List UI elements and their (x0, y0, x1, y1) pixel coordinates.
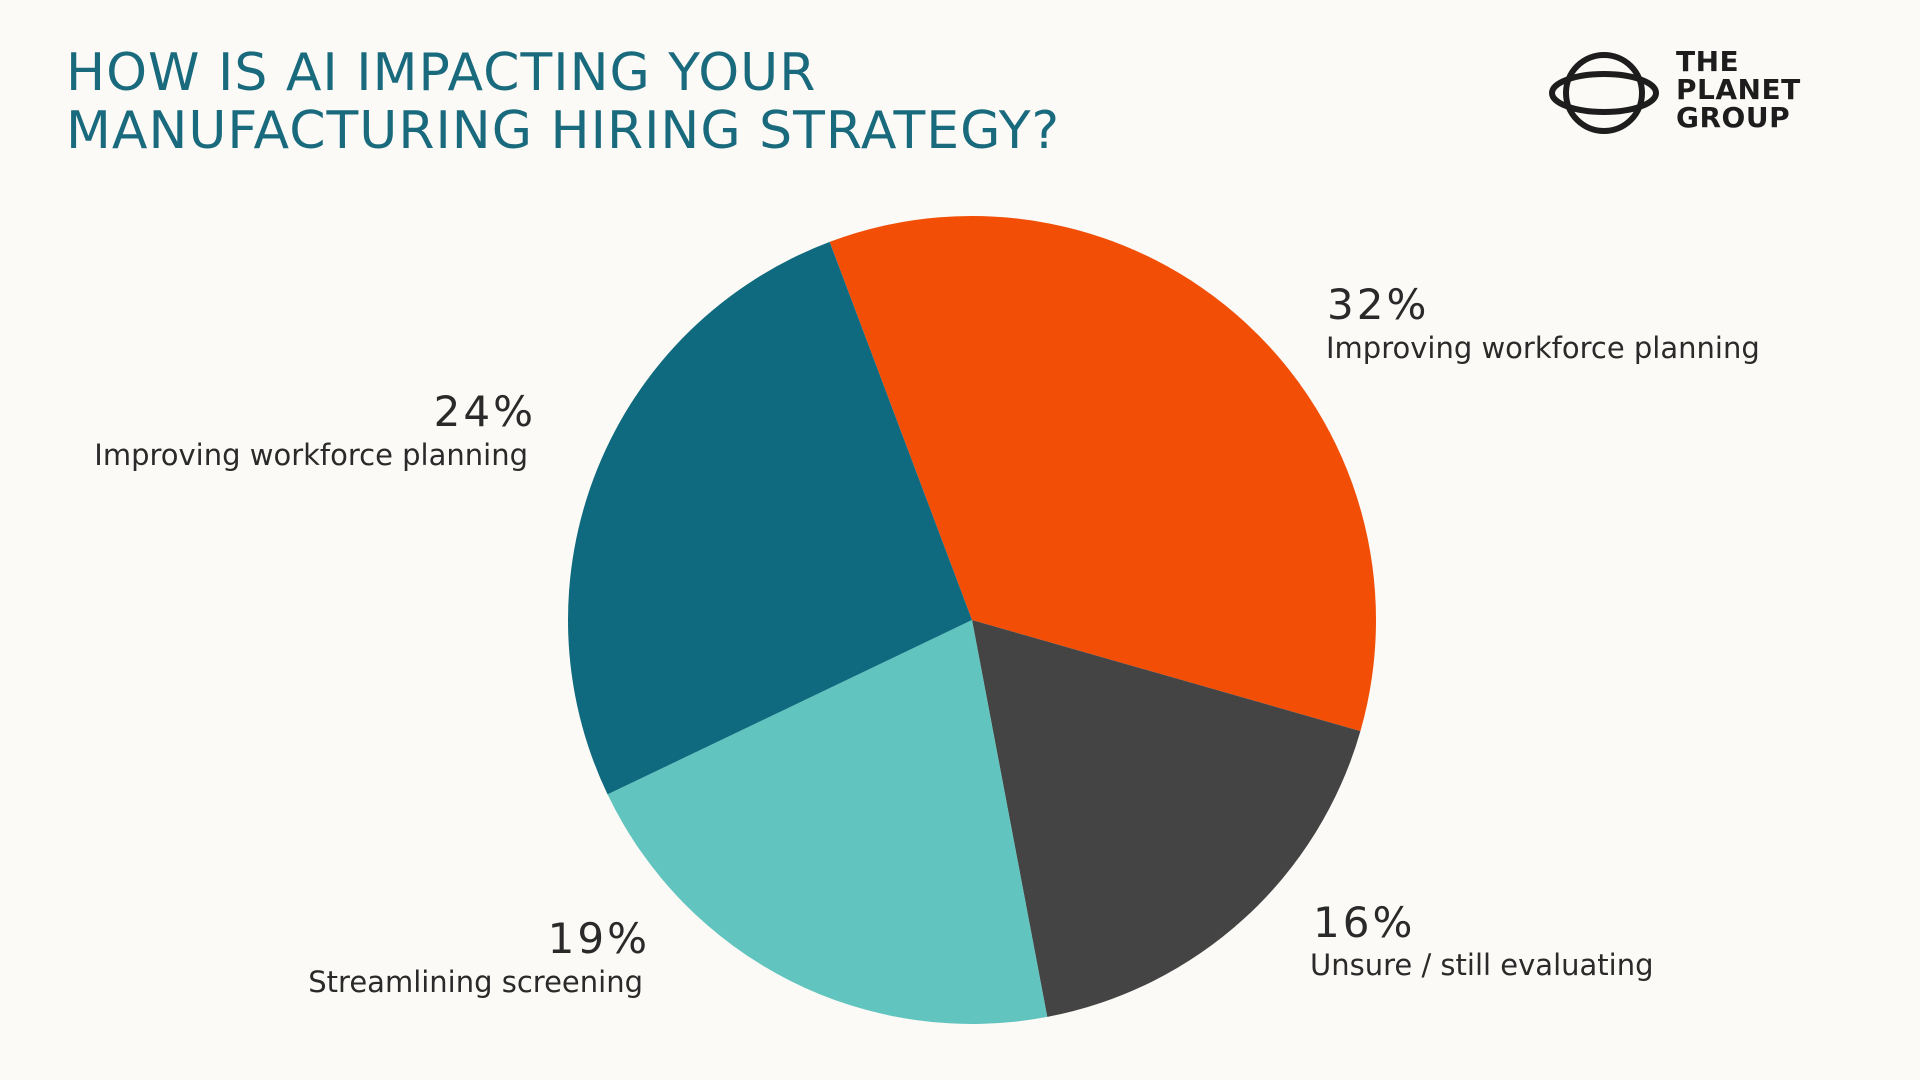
pie-slices (568, 216, 1376, 1024)
slice-2-label: Unsure / still evaluating (1310, 948, 1654, 982)
brand-logo: THE PLANET GROUP (1548, 44, 1848, 139)
brand-name-line-1: THE (1676, 45, 1740, 78)
slice-3-percent: 19% (548, 914, 650, 963)
pie-slice-1 (829, 216, 1376, 732)
slice-4-percent: 24% (434, 387, 536, 436)
pie-slice-3 (607, 620, 1048, 1024)
planet-ring-icon (1549, 52, 1659, 134)
slice-2-percent: 16% (1313, 898, 1415, 947)
brand-name: THE PLANET GROUP (1676, 48, 1801, 132)
chart-title: HOW IS AI IMPACTING YOUR MANUFACTURING H… (66, 44, 1060, 160)
slice-3-label: Streamlining screening (308, 965, 643, 999)
chart-title-line-1: HOW IS AI IMPACTING YOUR (66, 43, 817, 103)
pie-labels: 32% Improving workforce planning 16% Uns… (94, 280, 1759, 999)
pie-slice-4 (568, 241, 972, 795)
chart-title-line-2: MANUFACTURING HIRING STRATEGY? (66, 101, 1061, 161)
slice-1-label: Improving workforce planning (1326, 331, 1760, 365)
brand-name-line-3: GROUP (1676, 101, 1791, 134)
slice-4-label: Improving workforce planning (94, 438, 528, 472)
pie-slice-2 (972, 620, 1361, 1017)
brand-name-line-2: PLANET (1676, 73, 1801, 106)
slice-1-percent: 32% (1327, 280, 1429, 329)
